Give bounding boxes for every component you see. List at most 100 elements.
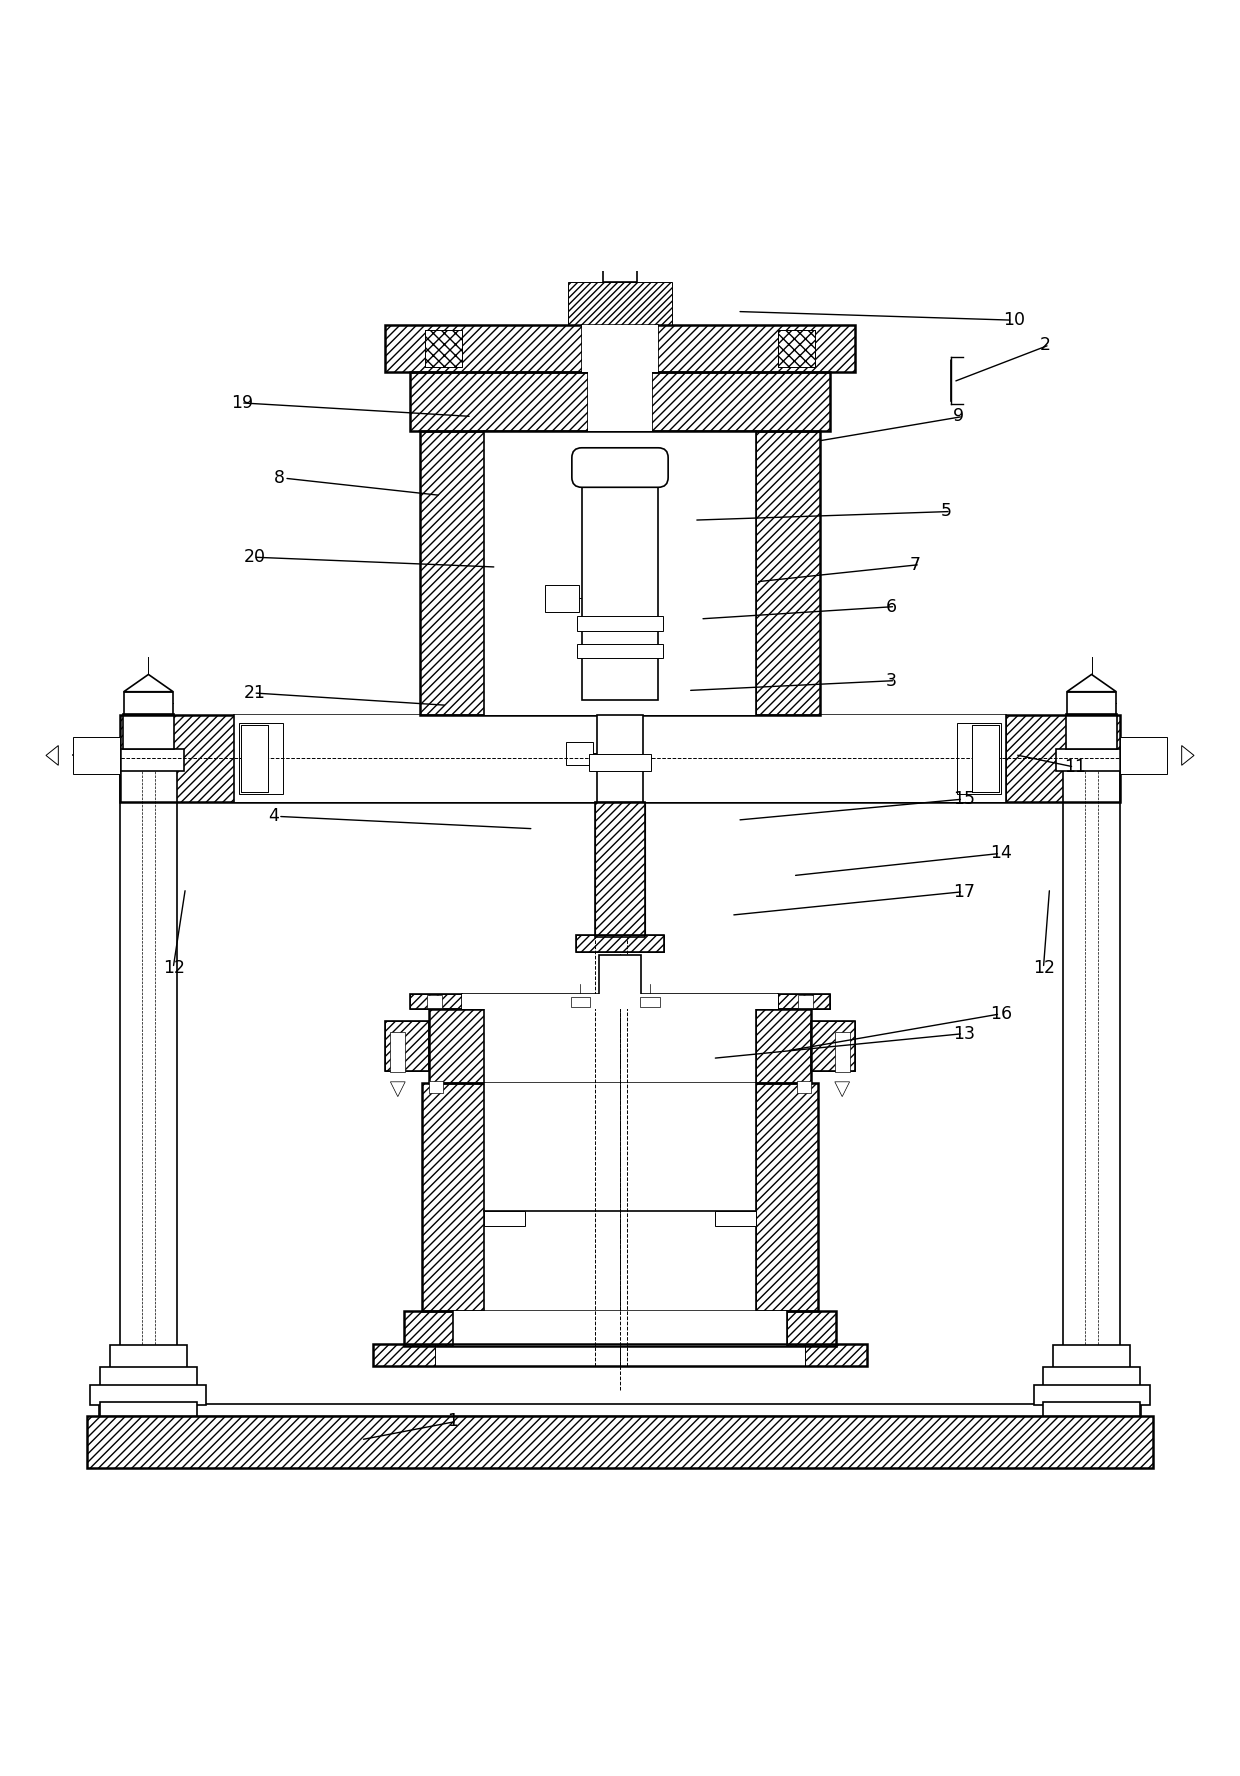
Bar (777, 995, 830, 1009)
Bar (756, 1083, 817, 1311)
Bar (957, 723, 1002, 794)
Bar (565, 742, 593, 764)
Bar (577, 616, 663, 630)
Bar (123, 714, 175, 748)
Text: 14: 14 (991, 844, 1012, 863)
Bar (100, 1368, 197, 1389)
Bar (386, 325, 854, 371)
Bar (373, 1343, 435, 1366)
Text: 15: 15 (954, 790, 976, 808)
Bar (588, 371, 652, 432)
Bar (1066, 691, 1116, 714)
Bar (423, 1083, 817, 1311)
Bar (1120, 737, 1167, 774)
Bar (565, 742, 593, 764)
Bar (715, 1211, 756, 1225)
Bar (575, 934, 665, 952)
Text: 21: 21 (243, 684, 265, 702)
Bar (100, 1401, 197, 1415)
Polygon shape (124, 675, 174, 691)
Bar (110, 1344, 187, 1369)
Bar (410, 371, 830, 432)
Bar (544, 584, 579, 613)
Bar (595, 801, 645, 938)
Polygon shape (46, 746, 58, 765)
Bar (386, 1021, 429, 1071)
Bar (120, 716, 1120, 801)
Bar (1043, 1368, 1140, 1389)
Bar (1065, 714, 1117, 748)
Text: 9: 9 (954, 407, 965, 426)
Bar (484, 1211, 525, 1225)
Bar (428, 995, 443, 1007)
Text: 16: 16 (991, 1005, 1012, 1023)
Bar (484, 1009, 756, 1083)
Bar (233, 716, 1007, 801)
Bar (429, 1009, 484, 1083)
Text: 3: 3 (885, 671, 897, 689)
Bar (777, 330, 815, 368)
Bar (777, 330, 815, 368)
Bar (805, 1343, 867, 1366)
Text: 2: 2 (1039, 336, 1050, 353)
Bar (386, 325, 854, 371)
Bar (1007, 716, 1120, 801)
Bar (957, 723, 1002, 794)
Polygon shape (1182, 746, 1194, 765)
Bar (420, 432, 820, 716)
Text: 4: 4 (268, 808, 279, 826)
Text: 7: 7 (910, 556, 921, 574)
Bar (484, 432, 756, 716)
Bar (595, 801, 645, 938)
Bar (568, 282, 672, 325)
Bar (1063, 764, 1120, 1348)
Text: 13: 13 (954, 1025, 976, 1043)
Bar (484, 1083, 756, 1311)
Bar (454, 1311, 786, 1346)
Bar (120, 764, 177, 1348)
Bar (410, 995, 463, 1009)
Bar (241, 725, 268, 792)
Bar (423, 1083, 484, 1311)
Bar (589, 755, 651, 771)
Bar (91, 1385, 207, 1405)
Bar (835, 1032, 849, 1073)
Bar (99, 1405, 1141, 1415)
Bar (238, 723, 283, 794)
Bar (596, 716, 644, 801)
Bar (1033, 1385, 1149, 1405)
Bar (73, 737, 120, 774)
Bar (113, 748, 185, 771)
Polygon shape (391, 1082, 405, 1096)
Polygon shape (835, 1082, 849, 1096)
Bar (404, 1311, 836, 1346)
Bar (1055, 748, 1127, 771)
Bar (1043, 1401, 1140, 1415)
Text: 8: 8 (274, 469, 285, 487)
Bar (570, 996, 590, 1007)
Bar (1053, 1344, 1130, 1369)
Text: 1: 1 (448, 1412, 458, 1430)
Bar (577, 643, 663, 659)
Bar (544, 584, 579, 613)
Bar (582, 325, 658, 371)
Text: 5: 5 (941, 503, 952, 520)
Bar (87, 1415, 1153, 1469)
Bar (756, 432, 820, 716)
Bar (599, 955, 641, 1002)
Bar (241, 725, 268, 792)
Bar (404, 1311, 454, 1346)
Text: 17: 17 (954, 883, 976, 900)
Text: 20: 20 (243, 549, 265, 567)
Bar (124, 691, 174, 714)
Bar (582, 467, 658, 700)
Bar (386, 1021, 429, 1071)
Bar (410, 371, 830, 432)
Bar (391, 1032, 405, 1073)
Bar (410, 995, 830, 1009)
Bar (429, 1080, 444, 1092)
Bar (425, 330, 463, 368)
FancyBboxPatch shape (572, 448, 668, 487)
Text: 12: 12 (1033, 959, 1055, 977)
Bar (786, 1311, 836, 1346)
